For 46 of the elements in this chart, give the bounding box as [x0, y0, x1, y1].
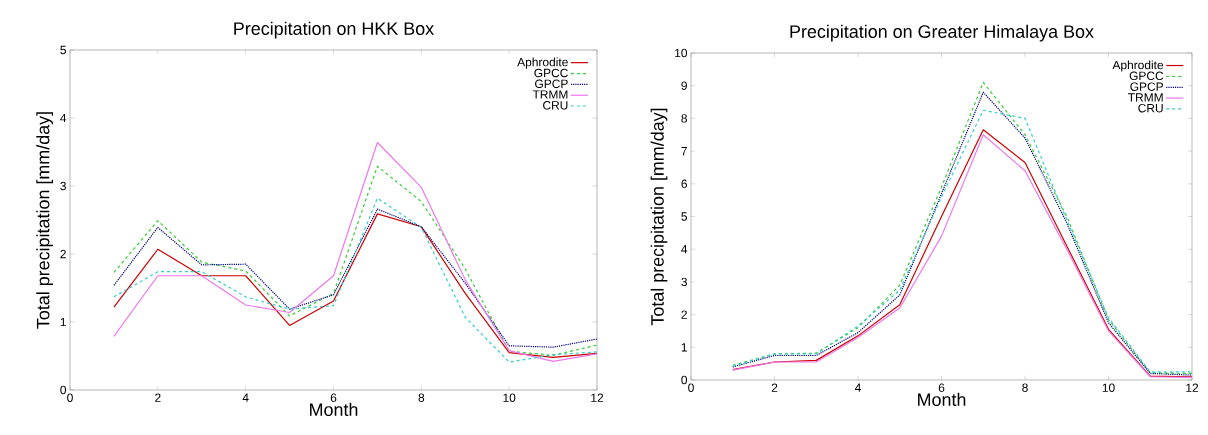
y-tick-label: 9: [681, 81, 687, 90]
legend-label: GPCP: [535, 79, 568, 89]
legend-label: TRMM: [532, 90, 568, 99]
legend-label: GPCC: [534, 68, 568, 78]
x-tick-label: 4: [854, 383, 861, 392]
y-tick-label: 6: [681, 179, 687, 189]
x-tick-label: 4: [242, 393, 249, 402]
y-tick-label: 7: [681, 146, 687, 156]
y-tick-label: 3: [60, 181, 66, 191]
legend-label: Aphrodite: [1112, 60, 1164, 72]
legend-label: GPCP: [1130, 82, 1163, 91]
y-tick-label: 3: [681, 277, 687, 287]
x-tick-label: 0: [688, 383, 694, 392]
legend-label: Aphrodite: [517, 57, 568, 69]
y-tick-label: 5: [681, 212, 687, 221]
y-tick-label: 5: [60, 45, 66, 55]
x-tick-label: 2: [155, 393, 161, 402]
y-axis-title: Total precipitation [mm/day]: [36, 112, 53, 329]
x-tick-label: 12: [591, 393, 604, 402]
x-tick-label: 10: [503, 393, 516, 402]
legend-label: TRMM: [1128, 93, 1163, 102]
x-tick-label: 6: [330, 393, 337, 402]
x-tick-label: 12: [1186, 383, 1199, 392]
y-tick-label: 8: [681, 114, 687, 123]
x-tick-label: 8: [418, 393, 425, 402]
y-tick-label: 4: [681, 245, 688, 254]
x-tick-label: 2: [771, 383, 778, 392]
legend-label: CRU: [1138, 103, 1163, 113]
x-axis-title: Month: [310, 402, 358, 416]
y-tick-label: 2: [60, 249, 66, 259]
x-tick-label: 6: [938, 383, 945, 392]
y-tick-label: 4: [60, 113, 67, 123]
legend-label: GPCC: [1129, 71, 1164, 81]
chart-title: Precipitation on Greater Himalaya Box: [790, 24, 1094, 42]
x-tick-label: 0: [67, 393, 73, 402]
y-tick-label: 0: [681, 375, 688, 385]
y-tick-label: 2: [681, 310, 687, 319]
y-tick-label: 1: [60, 317, 66, 327]
y-tick-label: 10: [675, 48, 688, 58]
x-tick-label: 10: [1102, 383, 1115, 392]
chart-title: Precipitation on HKK Box: [234, 21, 434, 39]
x-tick-label: 8: [1022, 383, 1028, 392]
legend-label: CRU: [543, 101, 568, 110]
x-axis-title: Month: [918, 392, 966, 406]
y-tick-label: 1: [681, 343, 687, 352]
y-axis-title: Total precipitation [mm/day]: [650, 108, 668, 326]
